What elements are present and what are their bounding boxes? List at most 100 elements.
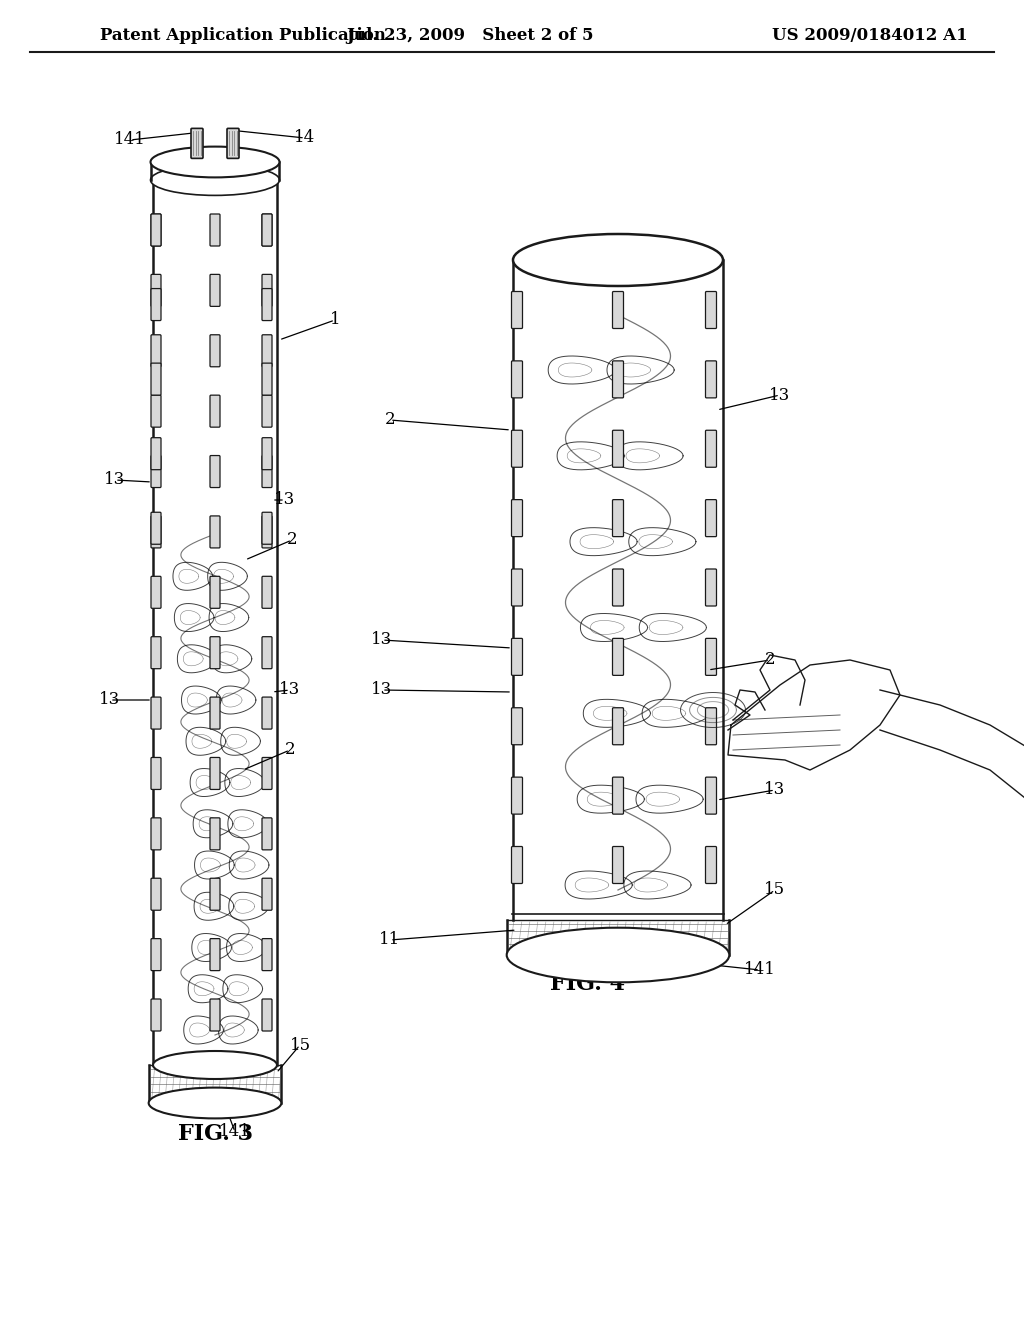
FancyBboxPatch shape <box>262 395 272 428</box>
FancyBboxPatch shape <box>262 275 272 306</box>
FancyBboxPatch shape <box>210 516 220 548</box>
FancyBboxPatch shape <box>706 292 717 329</box>
FancyBboxPatch shape <box>210 818 220 850</box>
FancyBboxPatch shape <box>512 639 522 676</box>
FancyBboxPatch shape <box>151 455 161 487</box>
FancyBboxPatch shape <box>512 360 522 397</box>
FancyBboxPatch shape <box>612 360 624 397</box>
FancyBboxPatch shape <box>210 758 220 789</box>
FancyBboxPatch shape <box>612 777 624 814</box>
FancyBboxPatch shape <box>151 577 161 609</box>
FancyBboxPatch shape <box>262 214 272 246</box>
FancyBboxPatch shape <box>227 128 239 158</box>
FancyBboxPatch shape <box>512 430 522 467</box>
Text: 13: 13 <box>274 491 296 508</box>
FancyBboxPatch shape <box>262 438 272 470</box>
FancyBboxPatch shape <box>151 512 161 544</box>
FancyBboxPatch shape <box>151 214 161 246</box>
FancyBboxPatch shape <box>210 697 220 729</box>
FancyBboxPatch shape <box>151 363 161 395</box>
FancyBboxPatch shape <box>512 708 522 744</box>
FancyBboxPatch shape <box>512 292 522 329</box>
Text: 13: 13 <box>280 681 301 698</box>
FancyBboxPatch shape <box>262 878 272 911</box>
FancyBboxPatch shape <box>706 708 717 744</box>
Text: 2: 2 <box>285 742 295 759</box>
Text: 141: 141 <box>114 132 146 149</box>
Ellipse shape <box>151 165 280 195</box>
Text: FIG. 3: FIG. 3 <box>177 1123 253 1144</box>
FancyBboxPatch shape <box>262 818 272 850</box>
FancyBboxPatch shape <box>262 636 272 669</box>
FancyBboxPatch shape <box>706 777 717 814</box>
FancyBboxPatch shape <box>151 438 161 470</box>
FancyBboxPatch shape <box>512 777 522 814</box>
Text: 1: 1 <box>330 312 340 329</box>
Text: Jul. 23, 2009   Sheet 2 of 5: Jul. 23, 2009 Sheet 2 of 5 <box>346 26 594 44</box>
FancyBboxPatch shape <box>210 999 220 1031</box>
Text: Patent Application Publication: Patent Application Publication <box>100 26 386 44</box>
FancyBboxPatch shape <box>612 708 624 744</box>
FancyBboxPatch shape <box>151 758 161 789</box>
FancyBboxPatch shape <box>151 818 161 850</box>
FancyBboxPatch shape <box>512 569 522 606</box>
FancyBboxPatch shape <box>151 214 161 246</box>
Text: 13: 13 <box>372 681 392 698</box>
Polygon shape <box>880 690 1024 810</box>
FancyBboxPatch shape <box>210 577 220 609</box>
Text: 2: 2 <box>385 412 395 429</box>
FancyBboxPatch shape <box>612 569 624 606</box>
Ellipse shape <box>151 147 280 177</box>
FancyBboxPatch shape <box>706 360 717 397</box>
FancyBboxPatch shape <box>706 569 717 606</box>
FancyBboxPatch shape <box>262 512 272 544</box>
FancyBboxPatch shape <box>612 430 624 467</box>
Text: 2: 2 <box>287 532 297 549</box>
FancyBboxPatch shape <box>512 846 522 883</box>
Text: 14: 14 <box>294 129 315 147</box>
Text: 13: 13 <box>764 781 785 799</box>
FancyBboxPatch shape <box>151 395 161 428</box>
FancyBboxPatch shape <box>512 500 522 537</box>
Text: 13: 13 <box>372 631 392 648</box>
FancyBboxPatch shape <box>706 639 717 676</box>
FancyBboxPatch shape <box>210 636 220 669</box>
FancyBboxPatch shape <box>210 275 220 306</box>
FancyBboxPatch shape <box>262 363 272 395</box>
FancyBboxPatch shape <box>262 697 272 729</box>
FancyBboxPatch shape <box>262 335 272 367</box>
Text: 13: 13 <box>769 387 791 404</box>
Text: 15: 15 <box>290 1036 310 1053</box>
FancyBboxPatch shape <box>612 846 624 883</box>
FancyBboxPatch shape <box>706 846 717 883</box>
FancyBboxPatch shape <box>210 335 220 367</box>
Text: 2: 2 <box>765 652 775 668</box>
FancyBboxPatch shape <box>612 292 624 329</box>
Text: 141: 141 <box>219 1123 251 1140</box>
FancyBboxPatch shape <box>262 516 272 548</box>
FancyBboxPatch shape <box>706 430 717 467</box>
Text: 13: 13 <box>99 692 121 709</box>
FancyBboxPatch shape <box>262 939 272 970</box>
FancyBboxPatch shape <box>151 999 161 1031</box>
FancyBboxPatch shape <box>262 289 272 321</box>
FancyBboxPatch shape <box>151 275 161 306</box>
FancyBboxPatch shape <box>262 577 272 609</box>
Text: US 2009/0184012 A1: US 2009/0184012 A1 <box>772 26 968 44</box>
Polygon shape <box>728 660 900 770</box>
FancyBboxPatch shape <box>210 878 220 911</box>
Text: 13: 13 <box>104 471 126 488</box>
FancyBboxPatch shape <box>210 395 220 428</box>
Ellipse shape <box>153 1051 278 1078</box>
FancyBboxPatch shape <box>612 639 624 676</box>
Text: 141: 141 <box>744 961 776 978</box>
FancyBboxPatch shape <box>151 289 161 321</box>
Text: 15: 15 <box>765 882 785 899</box>
FancyBboxPatch shape <box>151 636 161 669</box>
FancyBboxPatch shape <box>151 335 161 367</box>
Ellipse shape <box>148 1088 282 1118</box>
FancyBboxPatch shape <box>262 758 272 789</box>
FancyBboxPatch shape <box>262 999 272 1031</box>
Text: FIG. 4: FIG. 4 <box>551 973 626 995</box>
Ellipse shape <box>507 928 729 982</box>
